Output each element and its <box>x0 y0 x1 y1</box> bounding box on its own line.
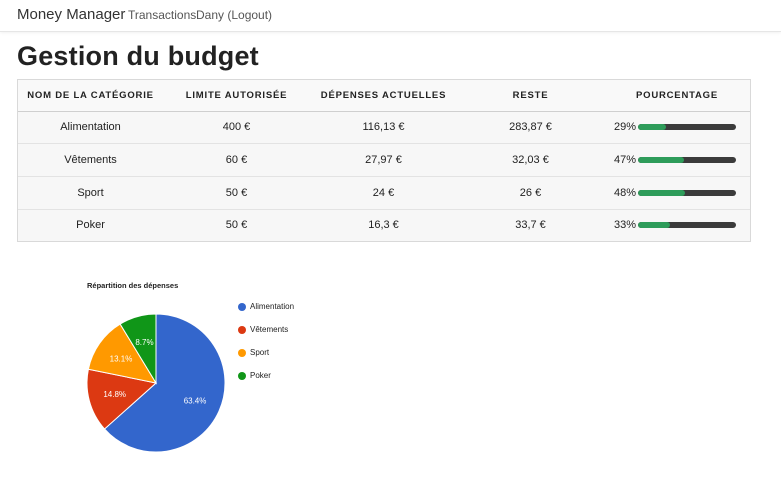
spent-value: 27,97 € <box>365 154 402 166</box>
pie-slice-label: 14.8% <box>103 390 126 399</box>
brand-link[interactable]: Money Manager <box>17 6 126 23</box>
navbar: Money Manager Transactions Dany (Logout) <box>0 0 781 32</box>
legend-item-vêtements[interactable]: Vêtements <box>238 323 358 337</box>
limit-value: 400 € <box>222 121 251 133</box>
table-row: Vêtements 60 € 27,97 € 32,03 € 47% <box>18 144 750 177</box>
header-rest: RESTE <box>512 90 549 101</box>
pie-chart-svg: 63.4% 14.8% 13.1%8.7% <box>86 313 226 453</box>
table-row: Sport 50 € 24 € 26 € 48% <box>18 177 750 210</box>
legend-label: Poker <box>250 371 271 380</box>
percent-text: 48% <box>614 187 637 199</box>
category-name: Alimentation <box>60 121 121 133</box>
legend-item-alimentation[interactable]: Alimentation <box>238 300 358 314</box>
header-category: NOM DE LA CATÉGORIE <box>27 90 154 101</box>
page-title: Gestion du budget <box>17 41 259 71</box>
rest-value: 283,87 € <box>509 121 552 133</box>
category-name: Sport <box>77 187 104 199</box>
spent-value: 24 € <box>372 187 395 199</box>
legend-label: Sport <box>250 348 270 357</box>
pie-slice-label: 8.7% <box>135 338 153 347</box>
pie-slice-label: 13.1% <box>110 354 133 363</box>
progress-fill <box>638 157 685 163</box>
header-percent: POURCENTAGE <box>636 90 718 101</box>
table-row: Alimentation 400 € 116,13 € 283,87 € 29% <box>18 111 750 144</box>
header-spent: DÉPENSES ACTUELLES <box>320 90 447 101</box>
rest-value: 32,03 € <box>512 154 549 166</box>
chart-title: Répartition des dépenses <box>87 281 179 290</box>
limit-value: 50 € <box>225 219 248 231</box>
progress-bar <box>638 157 736 163</box>
limit-value: 60 € <box>225 154 248 166</box>
limit-value: 50 € <box>225 187 248 199</box>
pie-slice-poker[interactable] <box>119 313 157 385</box>
legend-item-poker[interactable]: Poker <box>238 369 358 383</box>
percent-text: 47% <box>614 154 637 166</box>
rest-value: 26 € <box>519 187 542 199</box>
progress-fill <box>638 222 671 228</box>
legend-label: Vêtements <box>250 325 289 334</box>
rest-value: 33,7 € <box>515 219 546 231</box>
pie-chart: 63.4% 14.8% 13.1% 8.7% Répartition des dépe… <box>78 275 398 475</box>
percent-text: 29% <box>614 121 637 133</box>
legend-label: Alimentation <box>250 302 295 311</box>
percent-cell: 33% <box>604 209 750 241</box>
nav-link-transactions[interactable]: Transactions <box>128 8 197 22</box>
legend-item-sport[interactable]: Sport <box>238 346 358 360</box>
percent-cell: 29% <box>604 111 750 143</box>
category-name: Poker <box>76 219 105 231</box>
legend-dot-icon <box>238 372 246 380</box>
progress-bar <box>638 222 736 228</box>
pie-slice-label: 63.4% <box>184 396 207 405</box>
table-header-row: NOM DE LA CATÉGORIE LIMITE AUTORISÉE DÉP… <box>18 80 750 112</box>
legend-dot-icon <box>238 349 246 357</box>
progress-bar <box>638 190 736 196</box>
category-name: Vêtements <box>64 154 117 166</box>
table-row: Poker 50 € 16,3 € 33,7 € 33% <box>18 209 750 241</box>
progress-fill <box>638 124 667 130</box>
legend-dot-icon <box>238 326 246 334</box>
progress-fill <box>638 190 686 196</box>
nav-link-logout[interactable]: Dany (Logout) <box>196 8 273 22</box>
percent-cell: 48% <box>604 177 750 209</box>
legend-dot-icon <box>238 303 246 311</box>
header-limit: LIMITE AUTORISÉE <box>185 90 288 101</box>
pie-slice-vêtements[interactable] <box>86 368 158 430</box>
percent-cell: 47% <box>604 144 750 176</box>
pie-slice-sport[interactable] <box>87 323 158 384</box>
pie-slice-alimentation[interactable] <box>103 313 226 453</box>
progress-bar <box>638 124 736 130</box>
spent-value: 116,13 € <box>362 121 405 133</box>
budget-table: NOM DE LA CATÉGORIE LIMITE AUTORISÉE DÉP… <box>17 79 751 242</box>
percent-text: 33% <box>614 219 637 231</box>
spent-value: 16,3 € <box>368 219 399 231</box>
